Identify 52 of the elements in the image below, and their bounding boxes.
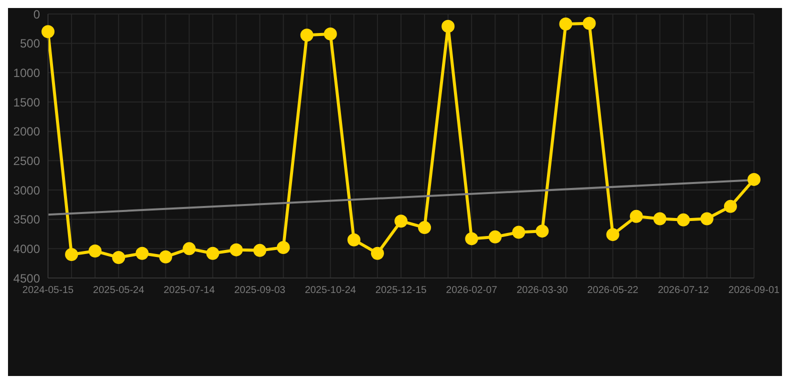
point bbox=[300, 28, 314, 42]
point bbox=[347, 233, 360, 246]
x-tick-label: 2025-07-14 bbox=[164, 285, 216, 296]
y-tick-label: 1500 bbox=[13, 95, 40, 110]
point bbox=[536, 224, 549, 238]
point bbox=[230, 243, 243, 256]
point bbox=[676, 213, 690, 226]
point bbox=[724, 200, 737, 213]
y-tick-label: 1000 bbox=[13, 66, 40, 80]
point bbox=[394, 214, 408, 228]
point bbox=[606, 228, 620, 242]
point bbox=[465, 232, 478, 246]
point bbox=[136, 246, 149, 260]
x-tick-label: 2025-10-24 bbox=[304, 285, 356, 296]
point bbox=[748, 172, 760, 186]
point bbox=[42, 25, 54, 38]
point bbox=[700, 212, 714, 226]
point bbox=[370, 246, 384, 260]
point bbox=[630, 210, 643, 223]
x-tick-label: 2026-09-01 bbox=[728, 285, 780, 296]
y-tick-label: 3000 bbox=[13, 183, 40, 198]
point bbox=[418, 221, 432, 234]
point bbox=[112, 250, 126, 264]
point bbox=[276, 240, 290, 254]
x-tick-label: 2025-05-24 bbox=[93, 285, 145, 296]
x-tick-label: 2025-12-15 bbox=[375, 285, 428, 296]
point bbox=[206, 246, 220, 260]
point bbox=[159, 250, 172, 264]
point bbox=[512, 226, 526, 239]
y-tick-label: 0 bbox=[33, 7, 40, 22]
x-tick-label: 2026-02-07 bbox=[446, 285, 498, 296]
y-tick-label: 3500 bbox=[13, 212, 40, 227]
point bbox=[65, 248, 78, 262]
x-tick-label: 2024-05-15 bbox=[22, 285, 74, 296]
x-tick-label: 2025-09-03 bbox=[234, 285, 286, 296]
point bbox=[559, 17, 572, 30]
y-tick-label: 4500 bbox=[13, 271, 40, 286]
y-tick-label: 2500 bbox=[13, 154, 40, 168]
x-tick-label: 2026-07-12 bbox=[658, 285, 710, 296]
y-tick-label: 500 bbox=[20, 36, 40, 51]
point bbox=[582, 16, 596, 30]
point bbox=[253, 244, 266, 257]
x-tick-label: 2026-03-30 bbox=[516, 285, 568, 296]
point bbox=[324, 27, 337, 40]
x-tick-label: 2026-05-22 bbox=[587, 285, 639, 296]
y-tick-label: 2000 bbox=[13, 124, 40, 139]
point bbox=[88, 244, 102, 258]
point bbox=[488, 230, 502, 244]
point bbox=[182, 242, 196, 256]
point bbox=[442, 20, 455, 33]
y-tick-label: 4000 bbox=[13, 242, 40, 256]
point bbox=[653, 212, 666, 226]
